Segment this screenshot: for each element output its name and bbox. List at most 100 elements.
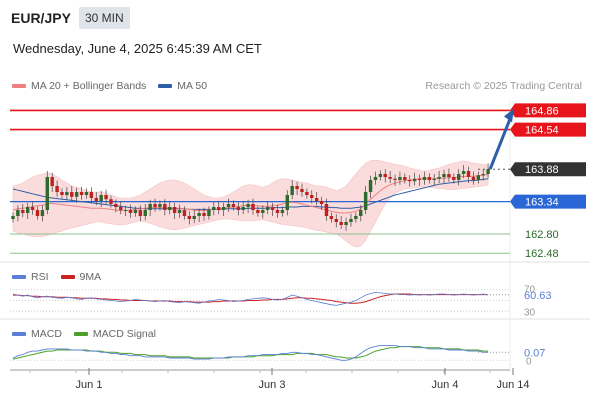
legend-rsi-label: RSI (31, 271, 49, 283)
candle-body (226, 204, 231, 207)
macd-current-value: 0.07 (524, 347, 545, 359)
candle-body (412, 178, 417, 182)
legend-macd-signal: MACD Signal (73, 328, 156, 340)
macd-line (12, 344, 489, 361)
candle-body (182, 210, 187, 216)
candle-body (398, 177, 402, 180)
candle-body (89, 192, 94, 198)
candle-body (79, 192, 84, 195)
candle-body (50, 177, 54, 186)
candle-body (212, 207, 216, 210)
candle-body (447, 174, 451, 177)
legend-macd-signal-label: MACD Signal (92, 328, 156, 340)
candle-body (314, 198, 319, 201)
candle-body (388, 177, 392, 179)
candle-body (246, 204, 250, 207)
x-axis-label: Jun 3 (259, 379, 286, 391)
candle-body (363, 192, 368, 210)
candle-body (354, 216, 358, 219)
candle-body (217, 207, 221, 210)
candle-body (319, 201, 324, 204)
candle-body (261, 210, 265, 213)
resistance-1-label: 164.54 (525, 125, 559, 137)
candle-body (158, 204, 162, 207)
legend-ma20-label: MA 20 + Bollinger Bands (31, 80, 147, 92)
candle-body (172, 207, 177, 213)
resistance-1-tag (510, 122, 586, 137)
projection-arrow-shaft (488, 115, 513, 170)
resistance-2-tag (510, 103, 586, 118)
ma50-line (12, 178, 489, 210)
candle-body (359, 210, 363, 216)
rsi-legend: RSI 9MA (12, 271, 101, 283)
candle-body (119, 207, 123, 210)
candle-body (221, 207, 226, 210)
chart-datetime: Wednesday, June 4, 2025 6:45:39 AM CET (13, 41, 262, 56)
candle-body (344, 222, 348, 225)
candle-body (138, 210, 143, 216)
candle-body (442, 174, 446, 177)
candle-body (40, 210, 45, 216)
candle-body (305, 192, 309, 195)
candle-body (94, 198, 98, 201)
candle-body (393, 178, 397, 180)
ma20-swatch (12, 84, 26, 89)
candle-body (231, 204, 236, 207)
macd-tick-0: 0 (526, 356, 532, 367)
support-3-label: 162.48 (525, 248, 559, 260)
support-1-label: 163.34 (525, 197, 559, 209)
candle-body (104, 195, 108, 200)
candle-body (163, 204, 167, 210)
candle-body (437, 177, 441, 179)
candle-body (417, 178, 422, 180)
candle-body (349, 219, 353, 222)
candles-group (11, 163, 490, 231)
rsi-current-value: 60.63 (524, 290, 552, 302)
candle-body (256, 210, 260, 213)
legend-ma50: MA 50 (158, 80, 207, 92)
candle-body (84, 192, 89, 195)
candle-body (466, 171, 471, 177)
candle-body (251, 204, 255, 210)
candle-body (99, 195, 103, 201)
current-price-label: 163.88 (525, 164, 559, 176)
legend-9ma: 9MA (60, 271, 101, 283)
candle-body (300, 189, 304, 192)
rsi-line (12, 291, 489, 306)
candle-body (133, 210, 138, 213)
candle-body (207, 210, 211, 216)
candle-body (241, 207, 245, 210)
candle-body (197, 213, 201, 216)
candle-body (486, 169, 490, 174)
candle-body (123, 210, 128, 211)
candle-body (128, 210, 133, 213)
candle-body (476, 175, 481, 180)
candle-body (471, 177, 476, 180)
candle-body (461, 171, 466, 174)
instrument-title: EUR/JPY (11, 10, 71, 26)
candle-body (383, 174, 387, 177)
candle-body (324, 204, 329, 216)
candle-body (408, 180, 412, 182)
x-axis-label: Jun 14 (496, 379, 529, 391)
candle-body (143, 210, 147, 216)
candle-body (265, 207, 270, 210)
rsi-swatch (12, 275, 26, 280)
candle-body (329, 216, 334, 219)
resistance-2-label: 164.86 (525, 105, 559, 117)
candle-body (45, 177, 49, 210)
candle-body (153, 204, 157, 207)
legend-macd-label: MACD (31, 328, 62, 340)
support-2-label: 162.80 (525, 229, 559, 241)
candle-body (452, 177, 456, 180)
legend-rsi: RSI (12, 271, 49, 283)
ma50-swatch (158, 84, 173, 89)
rsi-tick-30: 30 (524, 307, 536, 318)
timeframe-badge[interactable]: 30 MIN (79, 7, 130, 29)
macd-signal-swatch (73, 332, 88, 337)
candle-body (25, 207, 30, 213)
candle-body (109, 199, 113, 204)
candle-body (177, 210, 182, 213)
candle-body (55, 186, 59, 192)
candle-body (373, 177, 378, 180)
